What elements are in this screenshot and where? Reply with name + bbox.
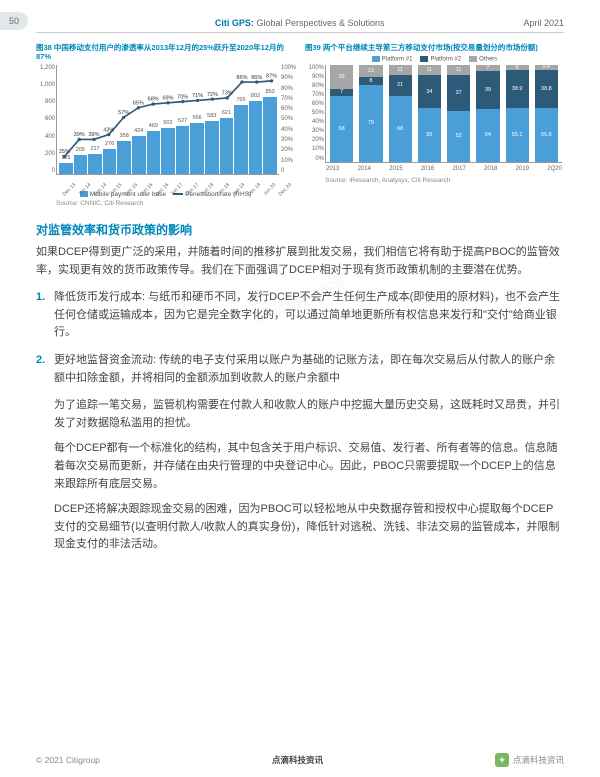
chart-left-bars: 1252052172763584244695025275665836217658…	[59, 65, 277, 174]
chart-left-x-axis: Dec 13Jun 14Dec 14Jun 15Dec 15Jun 16Dec …	[57, 182, 279, 188]
footer-center: 点滴科技资讯	[272, 754, 323, 766]
chart-right-bars: 68725798136821115534115237115439755.138.…	[330, 65, 558, 162]
chart-right-area: 100%90%80%70%60%50%40%30%20%10%0% 687257…	[325, 65, 562, 163]
header: Citi GPS: Global Perspectives & Solution…	[36, 18, 564, 33]
page-number: 50	[9, 16, 19, 26]
chart-right-x-axis: 20132014201520162017201820192Q20	[326, 166, 562, 172]
list-item-2: 2. 更好地监督资金流动: 传统的电子支付采用以账户为基础的记账方法，即在每次交…	[36, 352, 564, 387]
page-number-tab: 50	[0, 12, 28, 30]
numbered-list: 1. 降低货币发行成本: 与纸币和硬币不同，发行DCEP不会产生任何生产成本(即…	[36, 289, 564, 387]
header-brand: Citi GPS:	[215, 18, 254, 28]
list-item-1-heading: 降低货币发行成本:	[54, 291, 145, 303]
body-text: 对监管效率和货币政策的影响 如果DCEP得到更广泛的采用，并随着时间的推移扩展到…	[36, 221, 564, 554]
legend-swatch-p2	[420, 56, 428, 62]
footer-right: ✦ 点滴科技资讯	[495, 753, 564, 767]
sub-paragraph-3: DCEP还将解决跟踪现金交易的困难，因为PBOC可以轻松地从中央数据存管和授权中…	[36, 501, 564, 554]
footer: © 2021 Citigroup 点滴科技资讯 ✦ 点滴科技资讯	[36, 753, 564, 767]
chart-right-source: Source: iResearch, Analysys, Citi Resear…	[325, 177, 564, 184]
section-heading: 对监管效率和货币政策的影响	[36, 221, 564, 238]
list-item-2-heading: 更好地监督资金流动:	[54, 354, 156, 366]
chart-right-legend: Platform #1 Platform #2 Others	[305, 56, 564, 63]
page: 50 Citi GPS: Global Perspectives & Solut…	[0, 0, 600, 777]
chart-left-title: 图38 中国移动支付用户的渗透率从2013年12月的25%跃升至2020年12月…	[36, 43, 295, 61]
footer-right-label: 点滴科技资讯	[513, 754, 564, 766]
intro-paragraph: 如果DCEP得到更广泛的采用，并随着时间的推移扩展到批发交易，我们相信它将有助于…	[36, 244, 564, 279]
list-item-1: 1. 降低货币发行成本: 与纸币和硬币不同，发行DCEP不会产生任何生产成本(即…	[36, 289, 564, 342]
chart-left: 图38 中国移动支付用户的渗透率从2013年12月的25%跃升至2020年12月…	[36, 43, 295, 207]
header-title: Citi GPS: Global Perspectives & Solution…	[76, 18, 523, 28]
legend-p1-label: Platform #1	[382, 57, 413, 63]
chart-left-area: 1,2001,0008006004002000 100%90%80%70%60%…	[56, 65, 279, 175]
list-number: 1.	[36, 289, 45, 307]
list-number: 2.	[36, 352, 45, 370]
header-date: April 2021	[523, 18, 564, 28]
chart-left-y-right: 100%90%80%70%60%50%40%30%20%10%0	[281, 65, 297, 174]
wechat-icon: ✦	[495, 753, 509, 767]
sub-paragraph-2: 每个DCEP都有一个标准化的结构，其中包含关于用户标识、交易值、发行者、所有者等…	[36, 440, 564, 493]
legend-swatch-oth	[469, 56, 477, 62]
header-subtitle: Global Perspectives & Solutions	[256, 18, 384, 28]
chart-right-y-left: 100%90%80%70%60%50%40%30%20%10%0%	[306, 65, 324, 162]
legend-oth-label: Others	[479, 57, 497, 63]
footer-copyright: © 2021 Citigroup	[36, 755, 100, 765]
sub-paragraph-1: 为了追踪一笔交易，监管机构需要在付款人和收款人的账户中挖掘大量历史交易，这既耗时…	[36, 397, 564, 432]
charts-row: 图38 中国移动支付用户的渗透率从2013年12月的25%跃升至2020年12月…	[36, 43, 564, 207]
legend-swatch-p1	[372, 56, 380, 62]
chart-right-title: 图39 两个平台继续主导第三方移动支付市场(按交易量划分的市场份额)	[305, 43, 564, 52]
chart-left-source: Source: CNNIC, Citi Research	[56, 200, 295, 207]
legend-p2-label: Platform #2	[430, 57, 461, 63]
chart-right: 图39 两个平台继续主导第三方移动支付市场(按交易量划分的市场份额) Platf…	[305, 43, 564, 207]
chart-left-y-left: 1,2001,0008006004002000	[37, 65, 55, 174]
